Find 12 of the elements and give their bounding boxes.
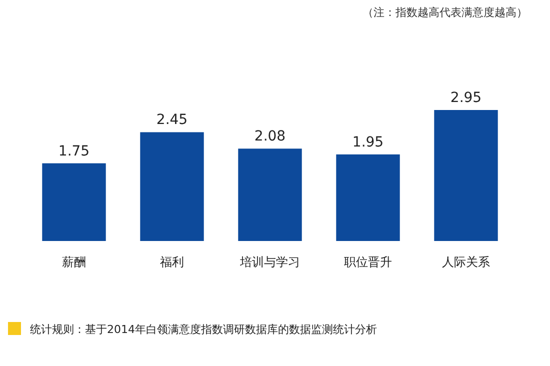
data-label: 1.75 xyxy=(58,143,90,160)
x-tick-label: 职位晋升 xyxy=(344,255,392,269)
x-tick-label: 福利 xyxy=(160,255,184,269)
text: （注：指数越高代表满意度越高） xyxy=(362,6,528,19)
data-label: 2.08 xyxy=(254,128,286,145)
data-label: 2.45 xyxy=(156,112,188,128)
x-tick-label: 人际关系 xyxy=(442,255,490,269)
text: 统计规则：基于2014年白领满意度指数调研数据库的数据监测统计分析 xyxy=(30,323,377,336)
data-label: 2.95 xyxy=(450,90,482,106)
x-tick-label: 培训与学习 xyxy=(239,255,300,269)
x-tick-label: 薪酬 xyxy=(62,255,86,269)
data-label: 1.95 xyxy=(352,134,384,150)
